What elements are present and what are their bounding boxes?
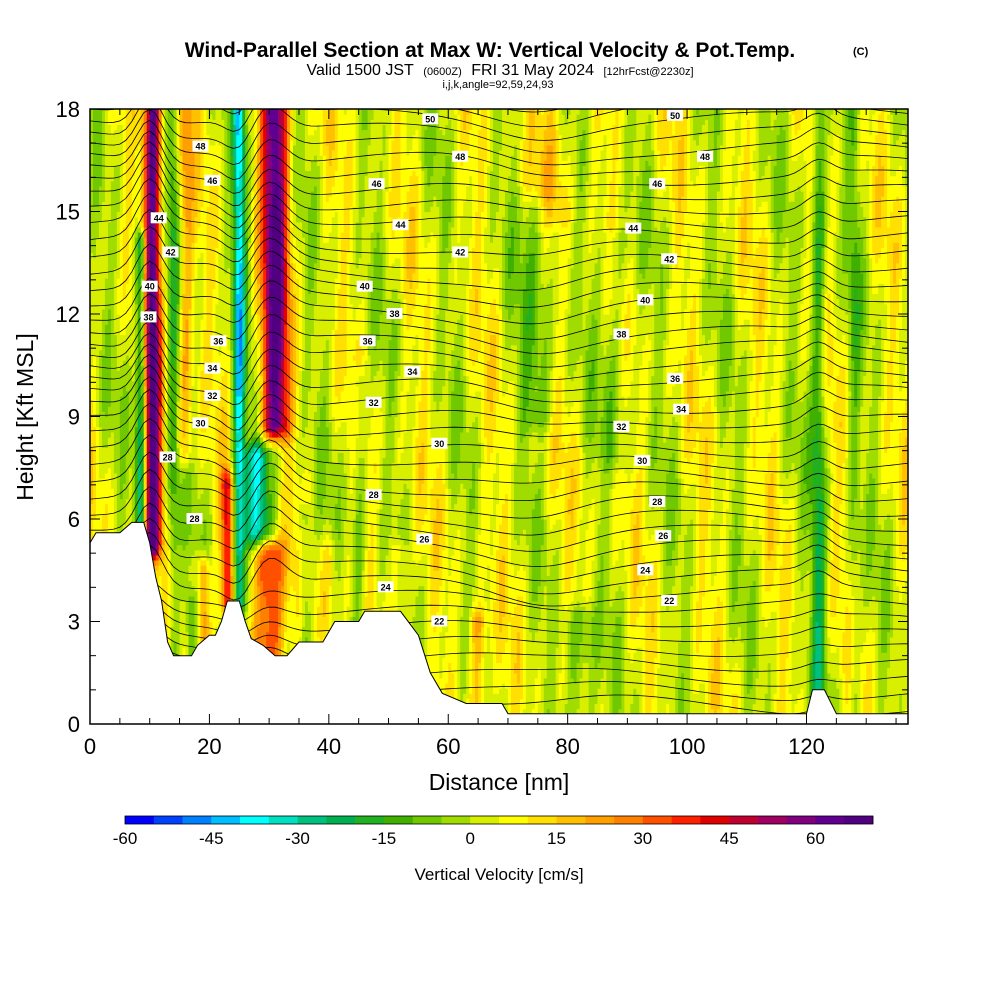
copyright-mark: (C)	[853, 46, 869, 58]
chart-title: Wind-Parallel Section at Max W: Vertical…	[185, 39, 796, 62]
forecast-info: [12hrFcst@2230z]	[603, 66, 693, 78]
chart-subtitle: Valid 1500 JST (0600Z) FRI 31 May 2024 […	[307, 62, 694, 79]
valid-date: FRI 31 May 2024	[471, 62, 594, 79]
valid-time-utc: (0600Z)	[423, 66, 462, 78]
valid-time: Valid 1500 JST	[307, 62, 415, 79]
section-params: i,j,k,angle=92,59,24,93	[442, 79, 553, 91]
